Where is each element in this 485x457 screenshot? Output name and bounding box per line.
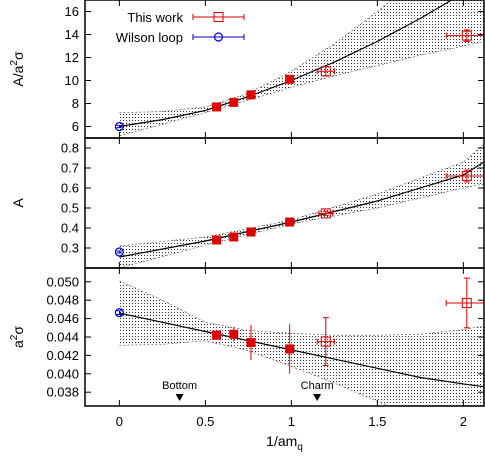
fit-line — [119, 312, 484, 388]
legend: This work Wilson loop — [116, 10, 245, 45]
filled-square-point — [229, 329, 239, 339]
y-tick-label: 0.5 — [61, 201, 79, 216]
fit-error-band — [119, 144, 484, 268]
panel-3: 0.038 0.040 0.042 0.044 0.046 0.048 0.050 a2σ 0 0… — [9, 267, 485, 453]
filled-square-point — [285, 344, 295, 354]
fit-band-upper — [119, 0, 393, 113]
y-tick-label: 6 — [72, 119, 79, 134]
y-tick-label: 0.038 — [46, 385, 79, 400]
open-square-point — [461, 30, 472, 41]
open-square-point — [320, 208, 331, 219]
y-tick-label: 0.044 — [46, 330, 79, 345]
plot-area — [114, 0, 484, 136]
annotation-arrow-icon — [313, 394, 322, 401]
y-tick-label: 0.042 — [46, 348, 79, 363]
x-tick-label: 1 — [288, 414, 295, 429]
x-tick-label: 0 — [116, 414, 123, 429]
fit-band-upper — [119, 280, 484, 336]
filled-square-point — [212, 330, 222, 340]
open-square-point — [320, 66, 331, 77]
fit-line — [119, 0, 453, 128]
legend-open-circle-icon — [213, 32, 224, 42]
y-tick-label: 12 — [65, 50, 79, 65]
legend-open-square-icon — [213, 12, 224, 22]
legend-label: This work — [127, 10, 183, 25]
x-tick-label: 2 — [460, 414, 467, 429]
fit-band-lower — [119, 183, 484, 268]
filled-square-point — [246, 90, 256, 100]
y-tick-label: 0.8 — [61, 141, 79, 156]
filled-square-point — [212, 102, 222, 112]
y-tick-label: 0.046 — [46, 311, 79, 326]
filled-square-point — [246, 338, 256, 348]
filled-square-point — [246, 227, 256, 237]
y-tick-label: 14 — [65, 27, 79, 42]
y-tick-label: 0.3 — [61, 241, 79, 256]
y-tick-label: 0.048 — [46, 293, 79, 308]
filled-square-point — [212, 235, 222, 245]
open-square-point — [320, 336, 331, 347]
y-tick-label: 0.050 — [46, 274, 79, 289]
x-tick-label: 0.5 — [196, 414, 214, 429]
panel-1: 6 8 10 12 14 16 A/a2σ This work Wilson loop — [9, 0, 485, 139]
filled-square-point — [229, 232, 239, 242]
fit-error-band — [119, 0, 484, 136]
y-tick-label: 0.6 — [61, 181, 79, 196]
annotation-arrow-icon — [175, 394, 184, 401]
plot-area — [114, 143, 484, 268]
x-tick-label: 1.5 — [368, 414, 386, 429]
panel-2: 0.3 0.4 0.5 0.6 0.7 0.8 A — [10, 137, 485, 269]
open-circle-point — [114, 121, 124, 132]
open-circle-point — [114, 308, 124, 318]
filled-square-point — [285, 217, 295, 227]
y-axis-label: A — [10, 198, 26, 208]
y-tick-label: 0.7 — [61, 161, 79, 176]
y-axis-label: a2σ — [9, 326, 26, 348]
filled-square-point — [285, 74, 295, 84]
plot-area — [114, 277, 484, 406]
y-tick-label: 8 — [72, 96, 79, 111]
open-square-point — [461, 297, 472, 308]
fit-band-upper — [119, 143, 484, 247]
y-tick-label: 16 — [65, 4, 79, 19]
y-tick-label: 10 — [65, 73, 79, 88]
y-axis-label: A/a2σ — [9, 51, 26, 87]
annotation-charm: Charm — [301, 380, 334, 392]
fit-band-lower — [119, 41, 484, 136]
legend-label: Wilson loop — [116, 30, 183, 45]
y-tick-label: 0.040 — [46, 366, 79, 381]
y-tick-label: 0.4 — [61, 221, 79, 236]
open-square-point — [461, 171, 472, 181]
open-circle-point — [114, 247, 124, 257]
fit-error-band — [119, 280, 484, 406]
annotation-bottom: Bottom — [162, 380, 197, 392]
x-axis-label: 1/amq — [266, 433, 303, 453]
filled-square-point — [229, 97, 239, 107]
fit-band-lower — [119, 340, 389, 406]
